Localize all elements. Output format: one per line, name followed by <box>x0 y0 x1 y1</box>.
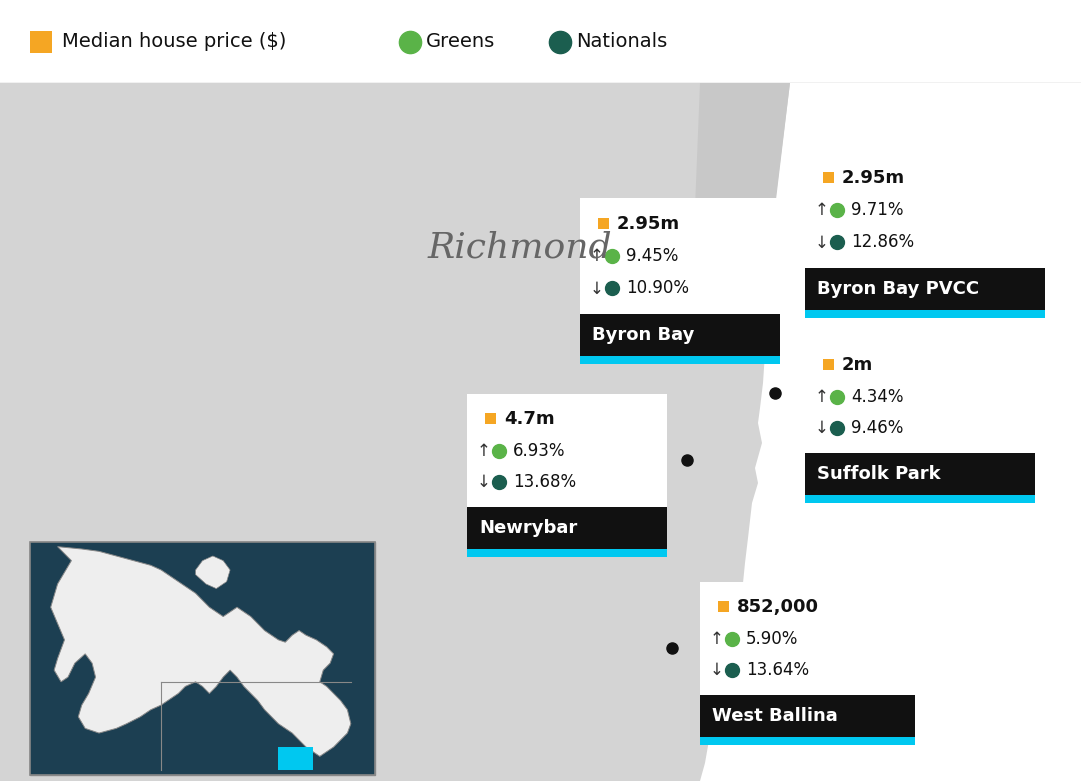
Text: 9.71%: 9.71% <box>851 201 904 219</box>
Text: 12.86%: 12.86% <box>851 234 915 251</box>
Text: ↓: ↓ <box>477 473 491 491</box>
Text: ↑: ↑ <box>710 629 724 647</box>
Bar <box>467 507 667 549</box>
Bar <box>805 268 1045 310</box>
Text: ↑: ↑ <box>815 387 829 405</box>
Bar <box>718 601 729 612</box>
Text: 13.64%: 13.64% <box>746 662 809 679</box>
Text: 4.7m: 4.7m <box>504 410 555 428</box>
Text: 2.95m: 2.95m <box>842 169 905 187</box>
Bar <box>805 310 1045 318</box>
Text: ↓: ↓ <box>590 280 604 298</box>
Text: 13.68%: 13.68% <box>513 473 576 491</box>
Bar <box>30 30 52 52</box>
Text: 10.90%: 10.90% <box>626 280 689 298</box>
Polygon shape <box>0 83 790 781</box>
Bar <box>700 582 915 695</box>
Polygon shape <box>51 547 351 756</box>
Text: Nationals: Nationals <box>576 32 667 51</box>
Text: Suffolk Park: Suffolk Park <box>817 465 940 483</box>
Text: 9.45%: 9.45% <box>626 247 679 265</box>
Text: ↓: ↓ <box>815 419 829 437</box>
Bar <box>823 359 835 370</box>
Text: Richmond: Richmond <box>428 231 612 265</box>
Bar <box>30 542 375 775</box>
Bar <box>30 542 375 775</box>
Bar <box>700 695 915 737</box>
Bar <box>805 453 1035 495</box>
Bar <box>580 198 780 314</box>
Text: Byron Bay PVCC: Byron Bay PVCC <box>817 280 979 298</box>
Bar <box>805 340 1035 453</box>
Bar <box>580 314 780 356</box>
Text: West Ballina: West Ballina <box>712 707 838 725</box>
Text: 4.34%: 4.34% <box>851 387 904 405</box>
Text: ↑: ↑ <box>815 201 829 219</box>
Text: 2m: 2m <box>842 356 873 374</box>
Bar <box>805 152 1045 268</box>
Text: Greens: Greens <box>426 32 495 51</box>
Bar <box>467 394 667 507</box>
Text: Newrybar: Newrybar <box>479 519 577 537</box>
Text: 6.93%: 6.93% <box>513 441 565 459</box>
Bar <box>467 549 667 557</box>
Text: Median house price ($): Median house price ($) <box>62 32 286 51</box>
Text: Byron Bay: Byron Bay <box>592 326 694 344</box>
Bar <box>700 737 915 745</box>
Bar <box>805 495 1035 503</box>
Bar <box>823 172 835 183</box>
Bar <box>485 413 496 424</box>
Text: ↑: ↑ <box>590 247 604 265</box>
Text: 852,000: 852,000 <box>737 598 819 616</box>
Text: ↓: ↓ <box>815 234 829 251</box>
Text: ↓: ↓ <box>710 662 724 679</box>
Text: ↑: ↑ <box>477 441 491 459</box>
Text: 9.46%: 9.46% <box>851 419 904 437</box>
Bar <box>580 356 780 364</box>
Polygon shape <box>196 556 230 589</box>
Text: 2.95m: 2.95m <box>617 215 680 233</box>
Bar <box>30 542 375 775</box>
Bar <box>598 218 609 229</box>
Bar <box>279 747 312 770</box>
Polygon shape <box>695 83 790 238</box>
Text: 5.90%: 5.90% <box>746 629 799 647</box>
